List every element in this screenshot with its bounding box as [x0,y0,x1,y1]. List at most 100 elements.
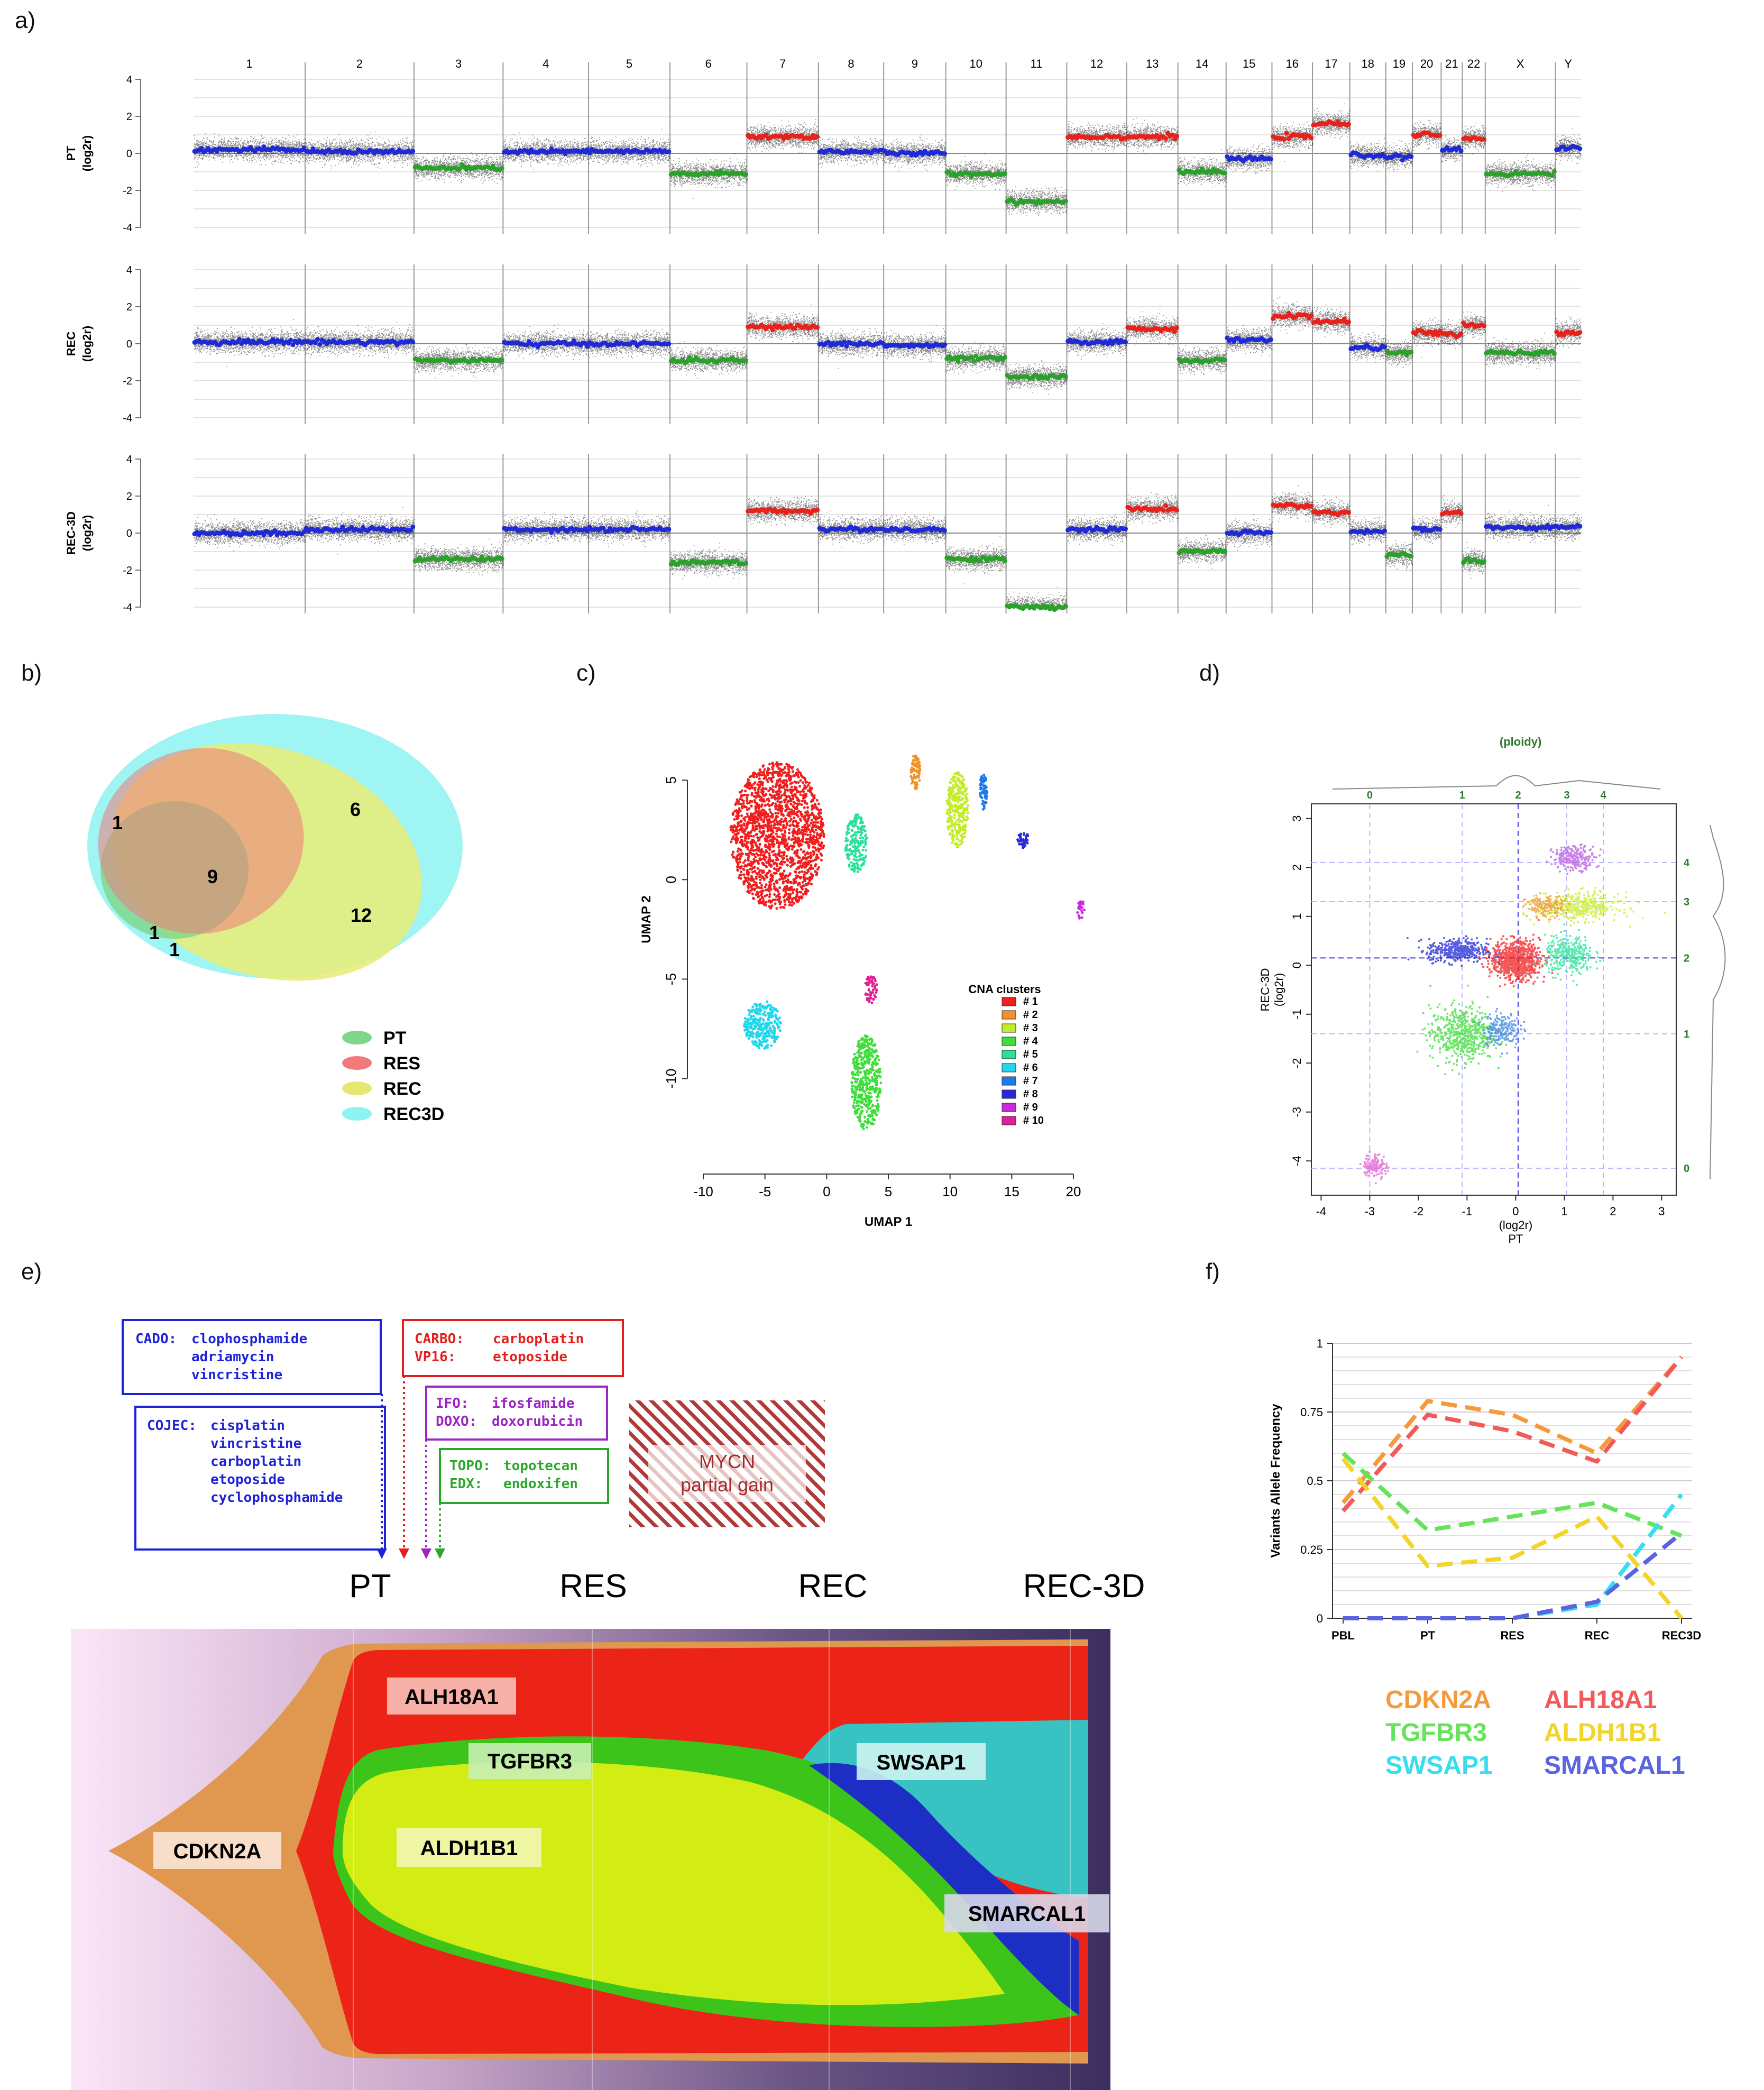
series-line-alh18a1 [1341,1355,1684,1512]
x-tick-label: 3 [1658,1205,1665,1218]
series-line-tgfbr3 [1342,1452,1683,1538]
x-tick-label: 20 [1066,1184,1081,1199]
x-tick-label: 10 [942,1184,958,1199]
chromosome-label: 16 [1286,57,1299,70]
y-tick-label: 0 [126,528,132,539]
legend-swatch [1002,997,1016,1006]
legend-label: # 3 [1023,1022,1038,1034]
segment-9 [882,341,948,350]
ploidy-y-label: 3 [1684,896,1689,908]
segment-point [781,136,786,141]
segment-point [499,166,504,171]
segment-point [1482,323,1487,328]
segment-point [457,166,462,171]
x-tick-label: 0 [1512,1205,1519,1218]
segment-point [844,344,849,349]
segment-point [1437,133,1443,138]
segment-point [920,152,925,157]
segment-point [967,170,972,176]
drug-code: TOPO: [449,1458,491,1474]
segment-point [1398,153,1403,158]
segment-point [1482,559,1487,564]
segment-point [272,528,278,534]
legend-label-cdkn2a: CDKN2A [1385,1686,1491,1714]
panel-b-label: b) [21,660,42,686]
segment-point [1382,344,1388,350]
segment-1 [192,528,307,538]
segment-8 [817,524,885,535]
segment-point [953,355,959,360]
drug-code: CADO: [135,1331,177,1347]
clone-label-tgfbr3: TGFBR3 [468,1743,591,1779]
segment-21 [1440,331,1464,340]
cluster-points [850,1034,883,1131]
chromosome-label: 10 [969,57,982,70]
stage-label-rec3d: REC-3D [1023,1568,1145,1605]
segment-point [340,524,345,529]
track-unit: (log2r) [80,326,94,362]
chromosome-label: 12 [1090,57,1103,70]
segment-3 [412,554,504,564]
segment-12 [1065,337,1128,347]
series-line-cdkn2a [1341,1355,1684,1505]
venn-count: 6 [350,799,361,820]
clone-label-text: ALH18A1 [405,1685,499,1709]
drug-name: carboplatin [210,1454,301,1470]
segment-point [1551,169,1557,174]
chromosome-label: 8 [848,57,854,70]
drug-name: cyclophosphamide [210,1490,343,1506]
segment-17 [1311,316,1352,325]
legend-label: # 9 [1023,1102,1038,1113]
segment-18 [1348,342,1388,353]
x-axis-label: (log2r) [1499,1218,1533,1232]
x-tick-label: -3 [1365,1205,1375,1218]
venn-shapes [87,714,463,981]
clone-label-text: ALDH1B1 [420,1837,518,1860]
panel-c-label: c) [576,660,596,686]
segment-point [585,344,590,349]
segment-point [826,340,831,345]
ploidy-x-label: 4 [1600,790,1606,801]
chromosome-label: 21 [1445,57,1458,70]
segment-point [261,532,267,537]
cluster-7 [979,773,989,811]
segment-point [1409,554,1414,559]
chromosome-label: Y [1564,57,1572,70]
segment-15 [1225,335,1273,344]
segment-point [337,528,343,533]
x-tick-label: REC3D [1662,1629,1702,1642]
density-blob-4 [1472,1007,1527,1055]
y-tick-label: 4 [126,264,132,276]
segment-point [1346,510,1352,515]
cluster-points [945,771,970,849]
segment-point [1063,199,1068,204]
legend-label-rec3d: REC3D [383,1104,444,1124]
cluster-legend: CNA clusters# 1 # 2# 3# 4 # 5 # 6# 7# 8 # 9 #… [968,983,1044,1126]
y-tick-label: 4 [126,454,132,465]
x-tick-label: PBL [1331,1629,1355,1642]
y-tick-label: 1 [1317,1337,1323,1350]
venn-count: 1 [169,939,180,960]
segment-4 [502,338,590,350]
y-axis-label: REC-3D [1258,968,1272,1012]
track-title: REC [65,332,78,356]
segment-21 [1440,508,1464,517]
cluster-2 [909,755,922,790]
cluster-9 [1076,900,1086,920]
drug-box-ifo: IFO: ifosfamide DOXO: doxorubicin [425,1386,608,1441]
segment-point [585,528,590,534]
drug-code: DOXO: [436,1414,477,1429]
x-tick-label: PT [1420,1629,1436,1642]
density-blob-8 [1546,843,1602,875]
segment-point [1482,136,1487,142]
segment-7 [746,323,820,333]
segment-22 [1461,320,1487,329]
cluster-points [864,975,878,1004]
segment-20 [1411,327,1443,337]
y-tick-label: -2 [123,375,132,387]
segment-point [1172,329,1177,334]
segment-17 [1311,508,1352,518]
segment-point [1174,134,1180,139]
chromosome-label: 20 [1420,57,1433,70]
x-tick-label: RES [1500,1629,1524,1642]
